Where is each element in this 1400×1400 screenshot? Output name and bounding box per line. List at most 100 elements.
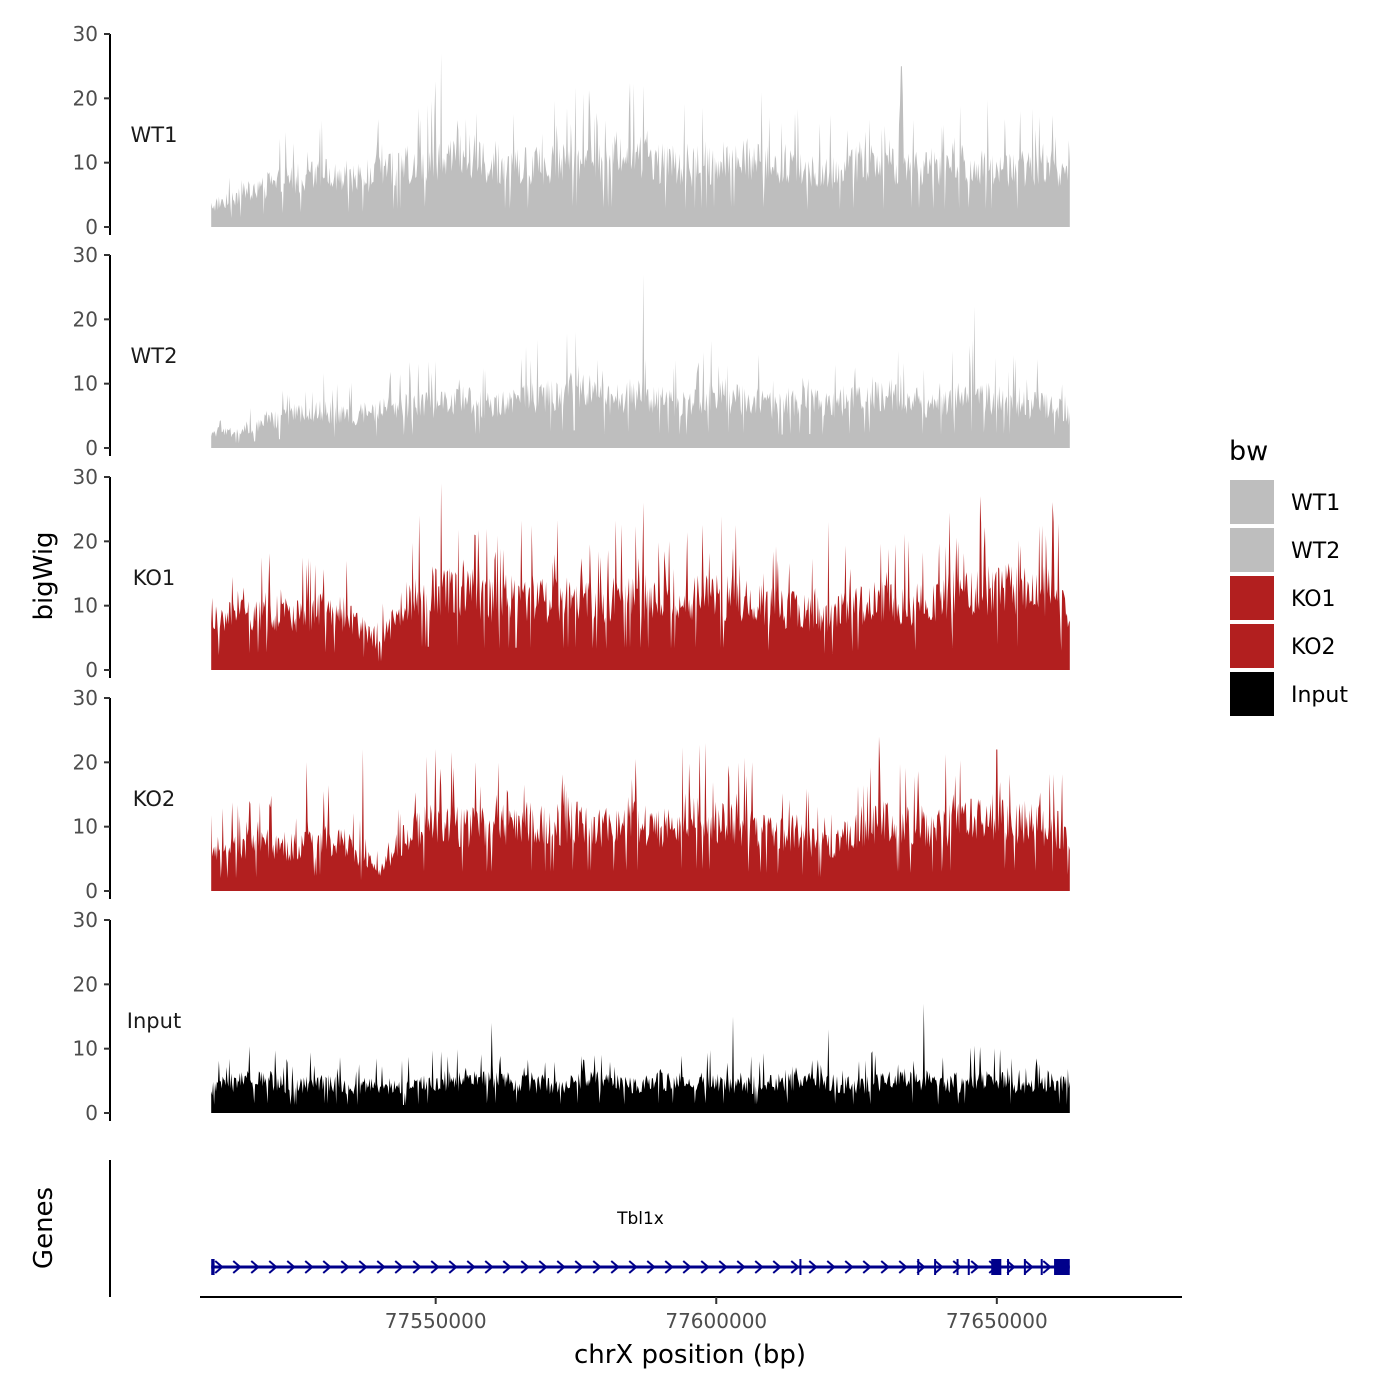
y-tick-label: 30: [73, 465, 98, 489]
strand-arrow: [466, 1260, 476, 1274]
track-label-wt2: WT2: [131, 344, 178, 368]
track-label-input: Input: [127, 1009, 181, 1033]
strand-arrow: [574, 1260, 584, 1274]
y-tick-label: 10: [73, 594, 98, 618]
y-tick-label: 0: [85, 879, 98, 903]
strand-arrow: [808, 1260, 818, 1274]
strand-arrow: [412, 1260, 422, 1274]
y-tick-label: 10: [73, 372, 98, 396]
strand-arrow: [628, 1260, 638, 1274]
legend-key-wt2: [1230, 528, 1274, 572]
strand-arrow: [502, 1260, 512, 1274]
legend-key-ko1: [1230, 576, 1274, 620]
genes-axis-title: Genes: [29, 1187, 59, 1269]
strand-arrow: [304, 1260, 314, 1274]
strand-arrow: [520, 1260, 530, 1274]
y-tick-label: 30: [73, 22, 98, 46]
legend-label-wt2: WT2: [1291, 539, 1340, 564]
track-input: 0 10 20 30 Input: [73, 908, 1070, 1125]
gene-name-label: Tbl1x: [616, 1209, 664, 1229]
strand-arrow: [232, 1260, 242, 1274]
x-axis-title: chrX position (bp): [574, 1340, 806, 1370]
strand-arrow: [340, 1260, 350, 1274]
signal-area-wt2: [211, 274, 1070, 448]
strand-arrow: [610, 1260, 620, 1274]
strand-arrow: [736, 1260, 746, 1274]
signal-area-ko1: [211, 483, 1070, 670]
strand-arrow: [700, 1260, 710, 1274]
strand-arrow: [754, 1260, 764, 1274]
strand-arrow: [664, 1260, 674, 1274]
x-tick-label: 77650000: [946, 1309, 1048, 1333]
legend-label-ko1: KO1: [1291, 587, 1336, 612]
track-wt2: 0 10 20 30 WT2: [73, 243, 1070, 460]
strand-arrow: [862, 1260, 872, 1274]
strand-arrow: [1006, 1260, 1016, 1274]
signal-area-ko2: [211, 736, 1070, 891]
legend-key-ko2: [1230, 624, 1274, 668]
strand-arrow: [970, 1260, 980, 1274]
strand-arrow: [844, 1260, 854, 1274]
strand-arrow: [718, 1260, 728, 1274]
strand-arrow: [484, 1260, 494, 1274]
exon: [991, 1259, 1002, 1275]
strand-arrow: [592, 1260, 602, 1274]
y-tick-label: 10: [73, 815, 98, 839]
strand-arrow: [772, 1260, 782, 1274]
legend-title: bw: [1229, 436, 1268, 467]
y-tick-label: 20: [73, 529, 98, 553]
strand-arrow: [1042, 1260, 1052, 1274]
strand-arrow: [322, 1260, 332, 1274]
strand-arrow: [358, 1260, 368, 1274]
y-tick-label: 10: [73, 151, 98, 175]
strand-arrow: [790, 1260, 800, 1274]
strand-arrow: [646, 1260, 656, 1274]
y-tick-label: 0: [85, 215, 98, 239]
exon: [211, 1259, 215, 1275]
y-tick-label: 20: [73, 86, 98, 110]
track-label-wt1: WT1: [131, 123, 178, 147]
legend-key-input: [1230, 672, 1274, 716]
track-wt1: 0 10 20 30 WT1: [73, 22, 1070, 239]
legend-label-wt1: WT1: [1291, 491, 1340, 516]
strand-arrow: [430, 1260, 440, 1274]
genes-track: Tbl1x: [109, 1160, 1070, 1297]
y-tick-label: 30: [73, 243, 98, 267]
exon: [1054, 1259, 1070, 1275]
y-tick-label: 0: [85, 436, 98, 460]
y-tick-label: 30: [73, 908, 98, 932]
strand-arrow: [880, 1260, 890, 1274]
strand-arrow: [952, 1260, 962, 1274]
x-tick-label: 77600000: [665, 1309, 767, 1333]
strand-arrow: [250, 1260, 260, 1274]
strand-arrow: [214, 1260, 224, 1274]
signal-area-wt1: [211, 53, 1070, 227]
y-tick-label: 0: [85, 658, 98, 682]
bigwig-tracks: 0 10 20 30 WT1 0 10 20 30 WT2 0 10 20 30 KO1 0 10 20 30 KO2…: [73, 22, 1070, 1125]
strand-arrow: [682, 1260, 692, 1274]
strand-arrow: [1024, 1260, 1034, 1274]
strand-arrow: [376, 1260, 386, 1274]
strand-arrow: [556, 1260, 566, 1274]
y-tick-label: 20: [73, 307, 98, 331]
track-ko2: 0 10 20 30 KO2: [73, 686, 1070, 903]
y-tick-label: 30: [73, 686, 98, 710]
y-tick-label: 0: [85, 1101, 98, 1125]
strand-arrow: [448, 1260, 458, 1274]
y-tick-label: 20: [73, 750, 98, 774]
x-tick-label: 77550000: [385, 1309, 487, 1333]
strand-arrow: [538, 1260, 548, 1274]
y-tick-label: 20: [73, 972, 98, 996]
legend-label-ko2: KO2: [1291, 635, 1336, 660]
strand-arrow: [826, 1260, 836, 1274]
legend-key-wt1: [1230, 480, 1274, 524]
track-label-ko1: KO1: [133, 566, 176, 590]
gene-tbl1x: Tbl1x: [211, 1209, 1070, 1275]
track-label-ko2: KO2: [133, 787, 176, 811]
y-tick-label: 10: [73, 1037, 98, 1061]
strand-arrow: [286, 1260, 296, 1274]
legend-label-input: Input: [1291, 683, 1348, 708]
legend: bw WT1 WT2 KO1 KO2 Input: [1229, 436, 1348, 716]
strand-arrow: [934, 1260, 944, 1274]
